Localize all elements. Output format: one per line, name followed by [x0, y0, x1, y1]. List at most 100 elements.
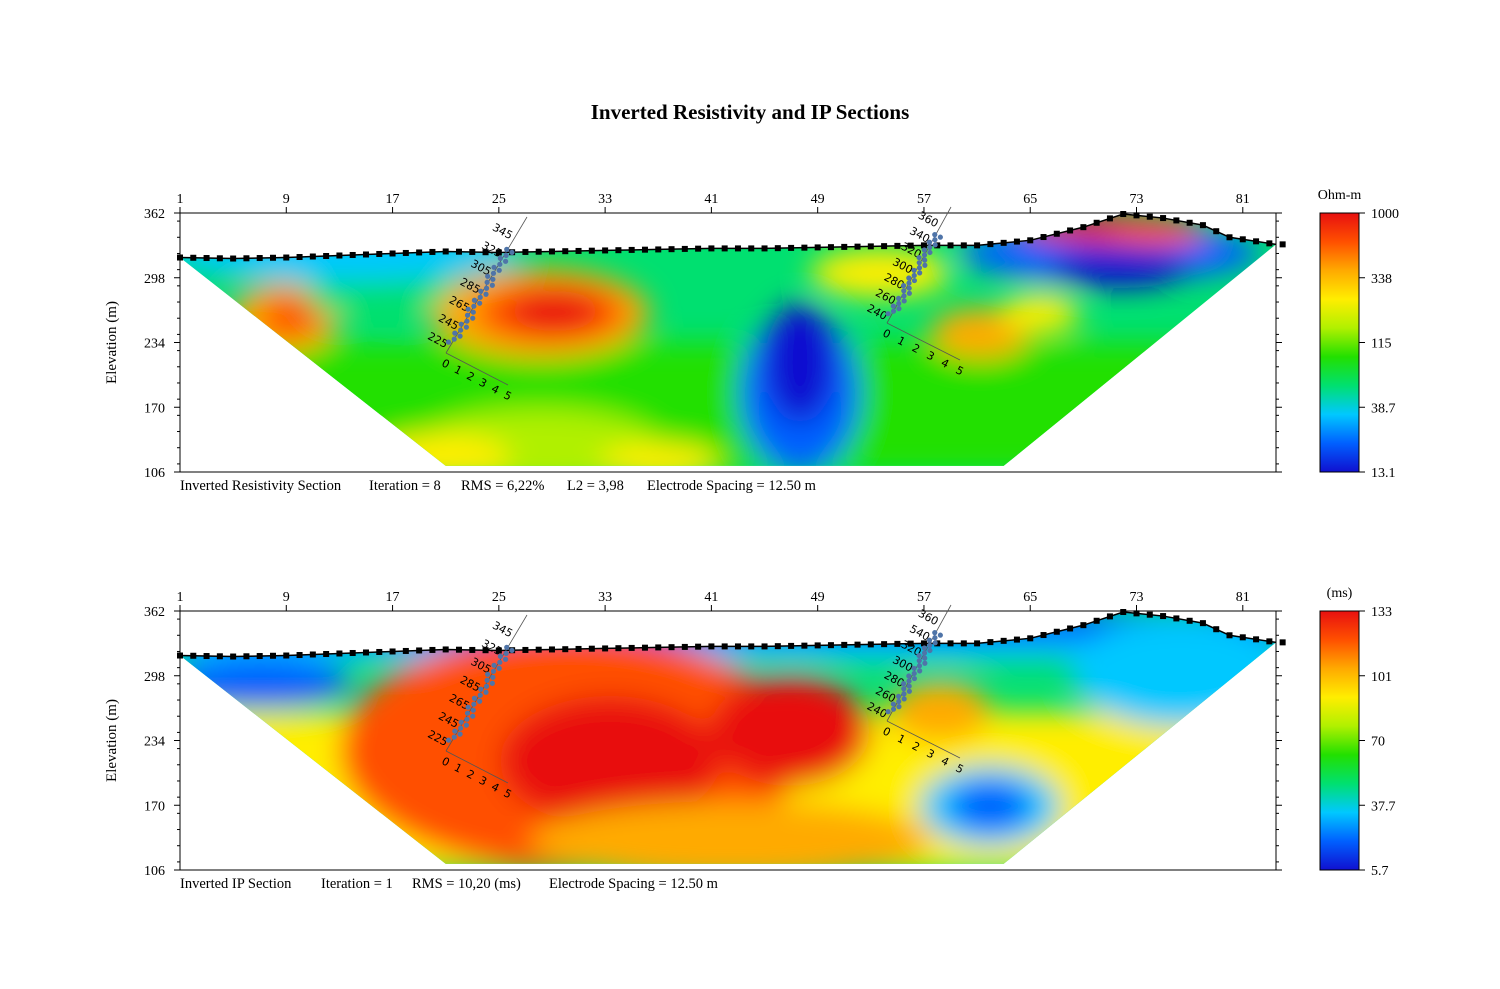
electrode-marker — [389, 648, 396, 655]
ip-blob — [890, 681, 990, 741]
log-data-point — [906, 280, 912, 286]
x-tick-label: 33 — [598, 192, 612, 207]
log-data-point — [497, 659, 503, 665]
electrode-marker — [535, 248, 542, 255]
electrode-marker — [1120, 609, 1127, 616]
ip-blob — [500, 696, 720, 826]
colorbar-tick-label: 38.7 — [1371, 401, 1396, 416]
colorbar — [1319, 212, 1360, 473]
res-blob — [810, 248, 950, 298]
electrode-marker — [1239, 236, 1246, 243]
electrode-marker — [1120, 211, 1127, 218]
log-data-point — [921, 247, 927, 253]
y-tick-label: 234 — [144, 735, 165, 750]
log-data-point — [906, 673, 912, 679]
x-tick-label: 41 — [704, 590, 718, 605]
electrode-marker — [230, 653, 237, 660]
res-blob — [765, 303, 835, 423]
log-value-axis — [886, 720, 961, 759]
electrode-marker — [416, 249, 423, 256]
res-blob — [600, 443, 720, 466]
electrode-marker — [323, 650, 330, 657]
log-data-point — [496, 665, 502, 671]
electrode-marker — [641, 246, 648, 253]
log-data-point — [932, 630, 938, 636]
res-band — [180, 343, 1276, 466]
colorbar-tick-label: 13.1 — [1371, 466, 1396, 481]
log-data-point — [483, 285, 490, 291]
log-data-point — [457, 333, 463, 339]
electrode-marker — [1080, 622, 1087, 629]
electrode-marker — [695, 245, 702, 252]
info-section: Inverted IP Section — [180, 876, 292, 892]
log-data-point — [911, 267, 917, 273]
electrode-marker — [668, 246, 675, 253]
electrode-marker — [894, 242, 901, 249]
log-data-point — [496, 267, 502, 273]
y-tick-label: 170 — [144, 401, 165, 416]
log-data-point — [483, 683, 490, 689]
y-axis-title: Elevation (m) — [104, 699, 120, 782]
electrode-marker — [1133, 212, 1140, 219]
res-blob — [1050, 248, 1190, 288]
y-tick-label: 362 — [144, 207, 165, 222]
log-data-point — [452, 330, 458, 336]
log-data-point — [491, 264, 497, 270]
electrode-marker — [801, 642, 808, 649]
log-data-point — [502, 258, 509, 264]
info-spacing: Electrode Spacing = 12.50 m — [647, 478, 817, 494]
log-data-point — [932, 237, 938, 243]
electrode-marker — [562, 248, 569, 255]
electrode-marker — [416, 647, 423, 654]
log-data-point — [896, 300, 902, 307]
log-data-point — [483, 689, 489, 695]
log-data-point — [916, 658, 922, 664]
electrode-marker — [920, 640, 927, 647]
log-data-point — [489, 282, 495, 288]
log-data-point — [926, 637, 933, 643]
log-data-point — [464, 716, 470, 722]
x-tick-label: 65 — [1023, 192, 1037, 207]
log-data-point — [497, 255, 503, 261]
electrode-marker — [1013, 238, 1020, 245]
electrode-marker — [1279, 639, 1286, 646]
electrode-marker — [402, 249, 409, 256]
section-blobs — [180, 214, 1276, 466]
electrode-marker — [721, 245, 728, 252]
electrode-marker — [1000, 637, 1007, 644]
log-data-point — [471, 303, 477, 309]
electrode-marker — [987, 241, 994, 248]
log-data-point — [906, 290, 912, 296]
electrode-marker — [1013, 636, 1020, 643]
electrode-marker — [243, 255, 250, 262]
log-data-point — [890, 706, 897, 712]
electrode-marker — [881, 641, 888, 648]
electrode-marker — [548, 248, 555, 255]
y-tick-label: 362 — [144, 605, 165, 620]
log-data-point — [471, 701, 477, 707]
log-data-point — [470, 315, 476, 321]
electrode-marker — [668, 644, 675, 651]
electrode-marker — [1173, 615, 1180, 622]
electrode-marker — [641, 644, 648, 651]
electrode-marker — [602, 645, 609, 652]
log-data-point — [901, 696, 907, 702]
electrode-marker — [349, 251, 356, 258]
x-tick-label: 25 — [492, 192, 506, 207]
electrode-marker — [309, 651, 316, 658]
colorbar-tick-label: 5.7 — [1371, 864, 1389, 879]
log-data-point — [502, 656, 509, 662]
electrode-marker — [1067, 625, 1074, 632]
electrode-marker — [1067, 227, 1074, 234]
electrode-marker — [216, 653, 223, 660]
electrode-marker — [562, 646, 569, 653]
chart-title: Inverted Resistivity and IP Sections — [590, 100, 910, 124]
log-data-point — [911, 277, 918, 284]
log-data-point — [927, 244, 933, 250]
info-iteration: Iteration = 8 — [369, 478, 441, 494]
log-data-point — [485, 273, 491, 279]
electrode-marker — [761, 245, 768, 252]
electrode-marker — [628, 246, 635, 253]
log-data-point — [470, 707, 476, 713]
electrode-marker — [708, 643, 715, 650]
